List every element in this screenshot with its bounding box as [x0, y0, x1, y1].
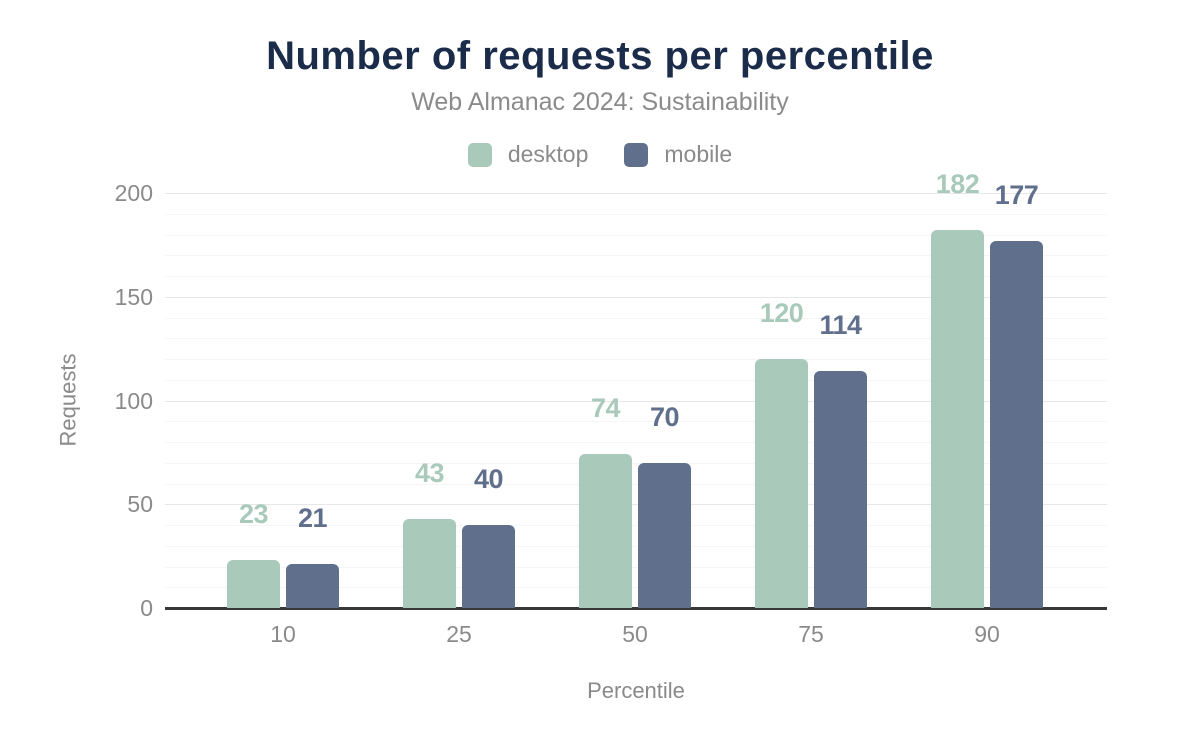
- bar-value-label-desktop-p10: 23: [238, 499, 269, 530]
- y-tick-label: 100: [114, 387, 153, 414]
- legend-item-mobile[interactable]: mobile: [624, 141, 732, 168]
- gridline-minor: [165, 525, 1107, 526]
- gridline-major: [165, 504, 1107, 506]
- gridline-minor: [165, 213, 1107, 215]
- gridline-minor: [165, 338, 1107, 340]
- bar-value-label-mobile-p75: 114: [819, 310, 862, 341]
- gridline-major: [165, 400, 1107, 402]
- gridline-minor: [165, 566, 1107, 568]
- x-tick-label: 25: [446, 621, 472, 647]
- x-tick-label: 90: [974, 621, 1000, 647]
- x-axis-line: [165, 607, 1107, 610]
- bar-desktop-p10: [227, 560, 280, 608]
- legend-label-desktop: desktop: [507, 141, 589, 167]
- bar-desktop-p50: [579, 454, 632, 608]
- bar-value-label-desktop-p50: 74: [590, 393, 621, 424]
- bar-mobile-p50: [638, 462, 691, 608]
- chart-title: Number of requests per percentile: [266, 34, 934, 78]
- x-axis-title: Percentile: [587, 678, 685, 703]
- legend-label-mobile: mobile: [664, 141, 733, 167]
- x-tick-label: 75: [798, 621, 824, 647]
- y-tick-label: 150: [114, 283, 153, 310]
- gridline-minor: [165, 379, 1107, 381]
- bar-desktop-p75: [755, 359, 808, 608]
- chart-subtitle: Web Almanac 2024: Sustainability: [411, 88, 789, 116]
- bar-mobile-p75: [814, 371, 867, 608]
- gridline-minor: [165, 317, 1107, 319]
- y-tick-label: 0: [140, 595, 153, 621]
- gridline-major: [165, 193, 1107, 194]
- gridline-minor: [165, 462, 1107, 464]
- gridline-minor: [165, 545, 1107, 547]
- bar-value-label-desktop-p25: 43: [414, 457, 445, 488]
- bar-value-label-mobile-p25: 40: [473, 464, 504, 494]
- legend: desktop mobile: [0, 141, 1200, 168]
- bar-mobile-p25: [462, 525, 515, 608]
- x-tick-label: 10: [270, 621, 296, 647]
- y-tick-label: 200: [114, 180, 153, 206]
- legend-item-desktop[interactable]: desktop: [467, 141, 589, 168]
- x-tick-label: 50: [622, 621, 648, 647]
- bar-value-label-mobile-p10: 21: [297, 503, 328, 534]
- gridline-minor: [165, 421, 1107, 423]
- gridline-minor: [165, 442, 1107, 443]
- gridline-minor: [165, 276, 1107, 277]
- bar-mobile-p10: [286, 564, 339, 608]
- desktop-series-swatch-icon: [467, 142, 492, 167]
- plot-area: 23 21 43 40 74 70 120 114 182 177: [165, 169, 1107, 610]
- bar-mobile-p90: [990, 240, 1043, 608]
- gridline-minor: [165, 359, 1107, 360]
- bar-value-label-mobile-p90: 177: [994, 179, 1039, 210]
- gridline-minor: [165, 483, 1107, 485]
- gridline-minor: [165, 255, 1107, 257]
- gridline-major: [165, 296, 1107, 298]
- mobile-series-swatch-icon: [624, 142, 649, 167]
- gridline-minor: [165, 234, 1107, 236]
- bar-desktop-p90: [931, 230, 984, 608]
- bar-value-label-mobile-p50: 70: [649, 401, 680, 432]
- bar-value-label-desktop-p90: 182: [935, 169, 980, 200]
- y-tick-label: 50: [127, 491, 153, 518]
- gridline-minor: [165, 587, 1107, 589]
- bar-value-label-desktop-p75: 120: [759, 298, 804, 328]
- bar-desktop-p25: [403, 518, 456, 608]
